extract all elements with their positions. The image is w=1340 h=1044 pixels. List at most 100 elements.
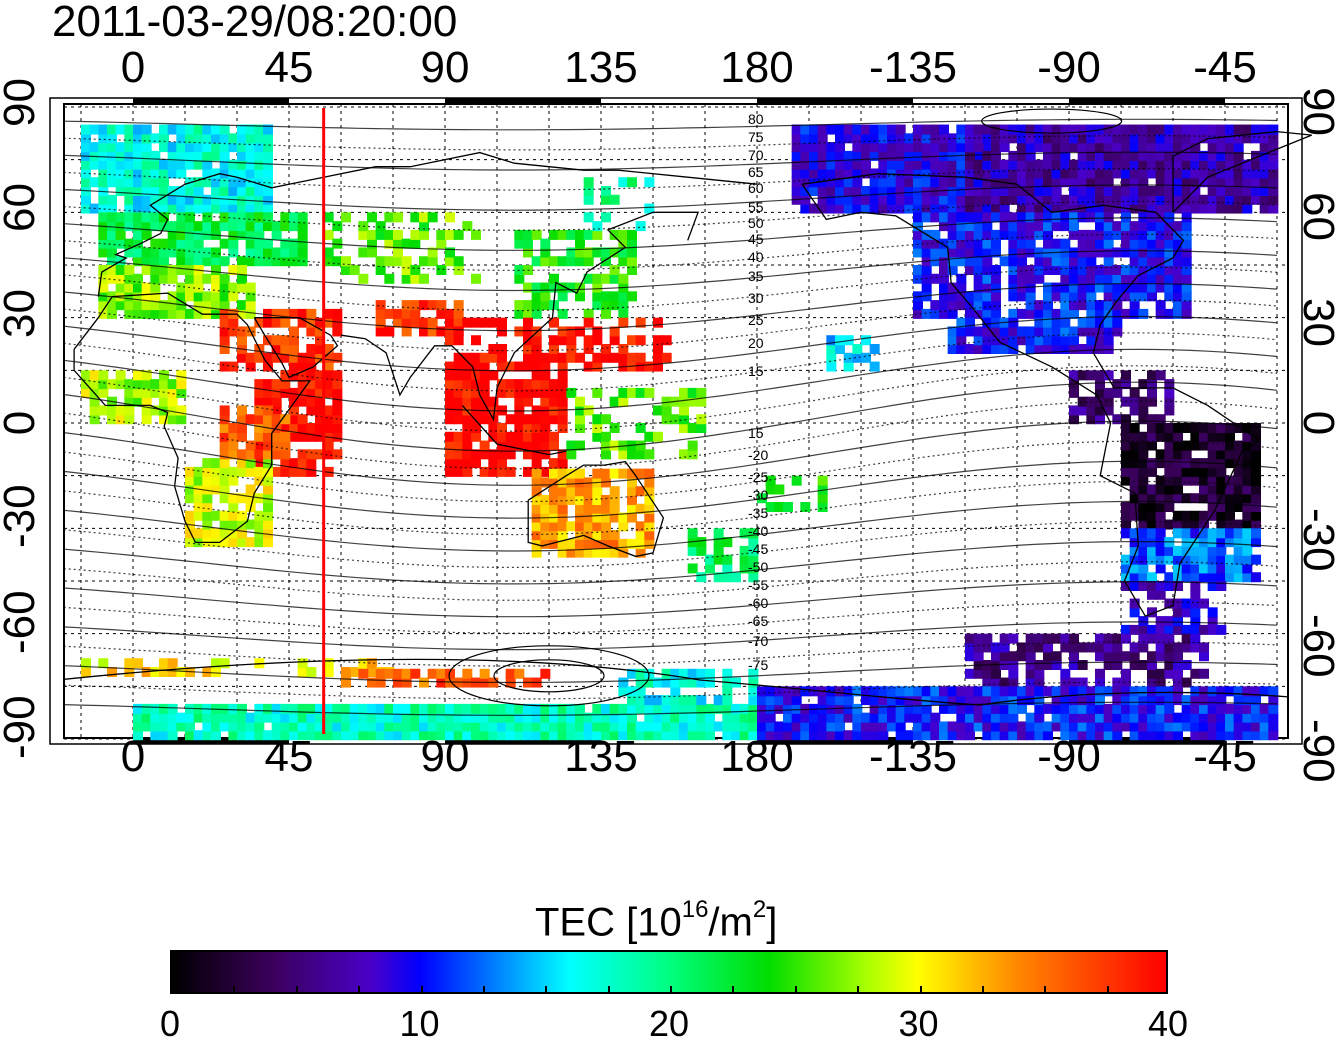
- contour-line: [63, 282, 1278, 332]
- tec-cell: [462, 387, 473, 398]
- tec-cell: [245, 414, 256, 425]
- tec-cell: [687, 528, 698, 539]
- tec-cell: [245, 247, 256, 258]
- tec-cell: [1112, 721, 1123, 732]
- tec-cell: [1017, 124, 1027, 135]
- tec-cell: [1112, 300, 1123, 311]
- tec-cell: [237, 730, 247, 741]
- tec-cell: [852, 730, 863, 741]
- tec-cell: [939, 265, 949, 275]
- tec-cell: [1095, 668, 1105, 679]
- tec-cell: [107, 229, 117, 240]
- tec-cell: [107, 194, 117, 205]
- tec-cell: [1173, 177, 1183, 188]
- tec-cell: [1173, 308, 1183, 319]
- tec-cell: [228, 326, 239, 337]
- tec-cell: [1242, 475, 1253, 486]
- tec-cell: [263, 502, 273, 512]
- contour-line: [63, 500, 1278, 552]
- tec-cell: [271, 335, 282, 346]
- tec-cell: [965, 344, 975, 354]
- tec-cell: [488, 352, 499, 363]
- tec-cell: [315, 449, 325, 460]
- tec-cell: [1225, 159, 1235, 170]
- tec-cell: [488, 370, 499, 381]
- tec-cell: [115, 177, 126, 188]
- tec-cell: [895, 186, 906, 196]
- tec-cell: [1173, 186, 1183, 196]
- tec-cell: [263, 221, 273, 232]
- tec-cell: [202, 493, 213, 504]
- tec-cell: [1233, 537, 1244, 548]
- tec-cell: [575, 530, 585, 541]
- tec-cell: [956, 712, 967, 723]
- tec-cell: [193, 221, 204, 232]
- tec-cell: [887, 721, 897, 732]
- tec-cell: [1069, 370, 1079, 381]
- tec-cell: [219, 300, 230, 311]
- tec-cell: [332, 221, 343, 232]
- tec-cell: [384, 721, 395, 732]
- tec-cell: [991, 212, 1001, 223]
- tec-cell: [202, 475, 213, 486]
- tec-cell: [401, 238, 412, 249]
- tec-cell: [1216, 449, 1227, 460]
- tec-cell: [393, 668, 403, 679]
- tec-cell: [1251, 703, 1261, 714]
- colorbar-tick: [794, 986, 797, 994]
- tec-cell: [635, 668, 646, 679]
- tec-cell: [956, 686, 967, 697]
- tec-cell: [982, 229, 993, 240]
- tec-cell: [193, 229, 204, 240]
- tec-cell: [1129, 721, 1140, 732]
- tec-cell: [1103, 177, 1114, 188]
- tec-cell: [393, 712, 403, 723]
- tec-cell: [653, 405, 663, 416]
- tec-cell: [211, 186, 221, 196]
- tec-cell: [739, 712, 750, 723]
- tec-cell: [592, 247, 603, 258]
- tec-cell: [1129, 300, 1140, 311]
- tec-cell: [800, 168, 811, 179]
- tec-cell: [774, 686, 785, 697]
- tec-cell: [566, 256, 577, 267]
- tec-cell: [1173, 510, 1183, 521]
- tec-cell: [505, 361, 516, 372]
- tec-cell: [228, 186, 239, 196]
- tec-cell: [765, 703, 776, 714]
- tec-cell: [98, 658, 109, 669]
- tec-cell: [1034, 203, 1045, 214]
- tec-cell: [1173, 616, 1183, 627]
- tec-cell: [315, 703, 325, 714]
- tec-cell: [245, 159, 256, 170]
- tec-cell: [254, 124, 265, 135]
- tec-cell: [861, 203, 871, 214]
- tec-cell: [393, 721, 403, 732]
- tec-cell: [419, 712, 429, 723]
- tec-cell: [124, 282, 135, 293]
- tec-cell: [1017, 133, 1027, 144]
- tec-cell: [211, 265, 221, 275]
- tec-cell: [540, 396, 551, 407]
- tec-cell: [98, 194, 109, 205]
- tec-cell: [895, 695, 906, 706]
- tec-cell: [982, 159, 993, 170]
- tec-cell: [1060, 203, 1071, 214]
- tec-cell: [306, 387, 317, 398]
- tec-cell: [167, 414, 178, 425]
- tec-cell: [1077, 150, 1088, 161]
- tec-cell: [1017, 721, 1027, 732]
- tec-cell: [1069, 221, 1079, 232]
- tec-cell: [1190, 519, 1201, 530]
- tec-cell: [1077, 124, 1088, 135]
- tec-cell: [1138, 712, 1149, 723]
- tec-cell: [263, 124, 273, 135]
- tec-cell: [358, 273, 369, 284]
- tec-cell: [1008, 712, 1019, 723]
- tec-cell: [1129, 247, 1140, 258]
- tec-cell: [843, 686, 854, 697]
- tec-cell: [1051, 308, 1062, 319]
- tec-cell: [1173, 194, 1183, 205]
- tec-cell: [843, 186, 854, 196]
- tec-cell: [566, 335, 577, 346]
